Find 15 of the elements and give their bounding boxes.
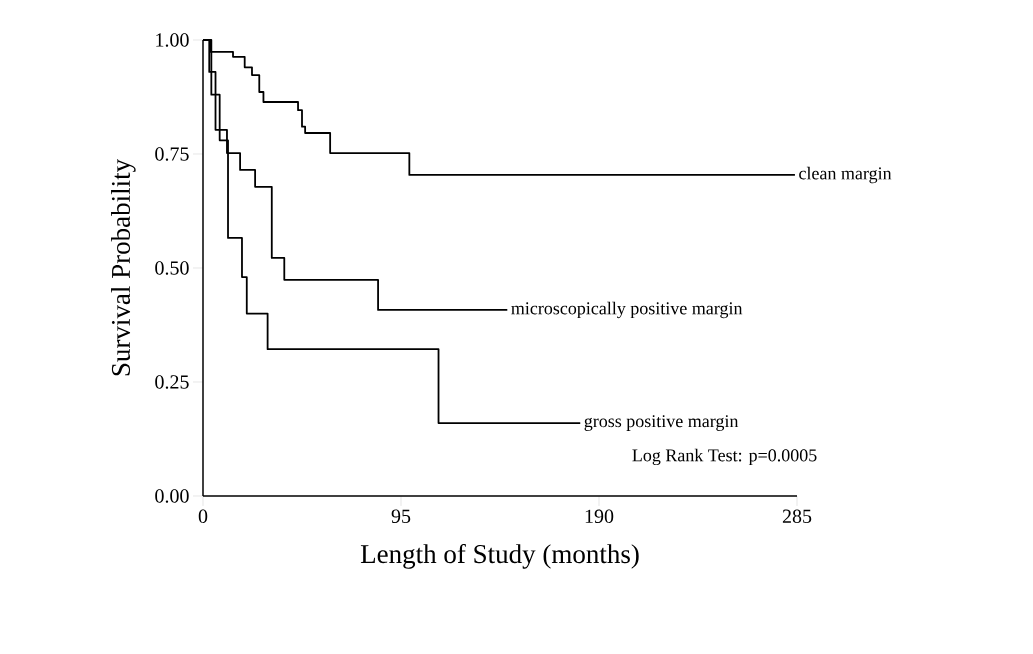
- series-label: gross positive margin: [584, 415, 739, 431]
- y-tick-label: 1.00: [156, 33, 189, 47]
- x-tick-label: 95: [391, 509, 411, 523]
- y-tick-label: 0.00: [155, 489, 189, 503]
- x-tick-label: 190: [585, 509, 614, 524]
- x-tick-label: 285: [782, 509, 812, 524]
- y-tick-label: 0.25: [155, 375, 189, 389]
- y-tick-label: 0.75: [155, 147, 189, 161]
- y-axis-title: Survival Probability: [111, 158, 136, 376]
- annotation: Log Rank Test: p=0.0005: [632, 448, 817, 466]
- x-axis-title: Length of Study (months): [360, 543, 639, 569]
- y-tick-label: 0.50: [155, 261, 189, 275]
- series-label: clean margin: [799, 166, 892, 184]
- series-label: microscopically positive margin: [511, 301, 743, 319]
- x-tick-label: 0: [198, 509, 208, 524]
